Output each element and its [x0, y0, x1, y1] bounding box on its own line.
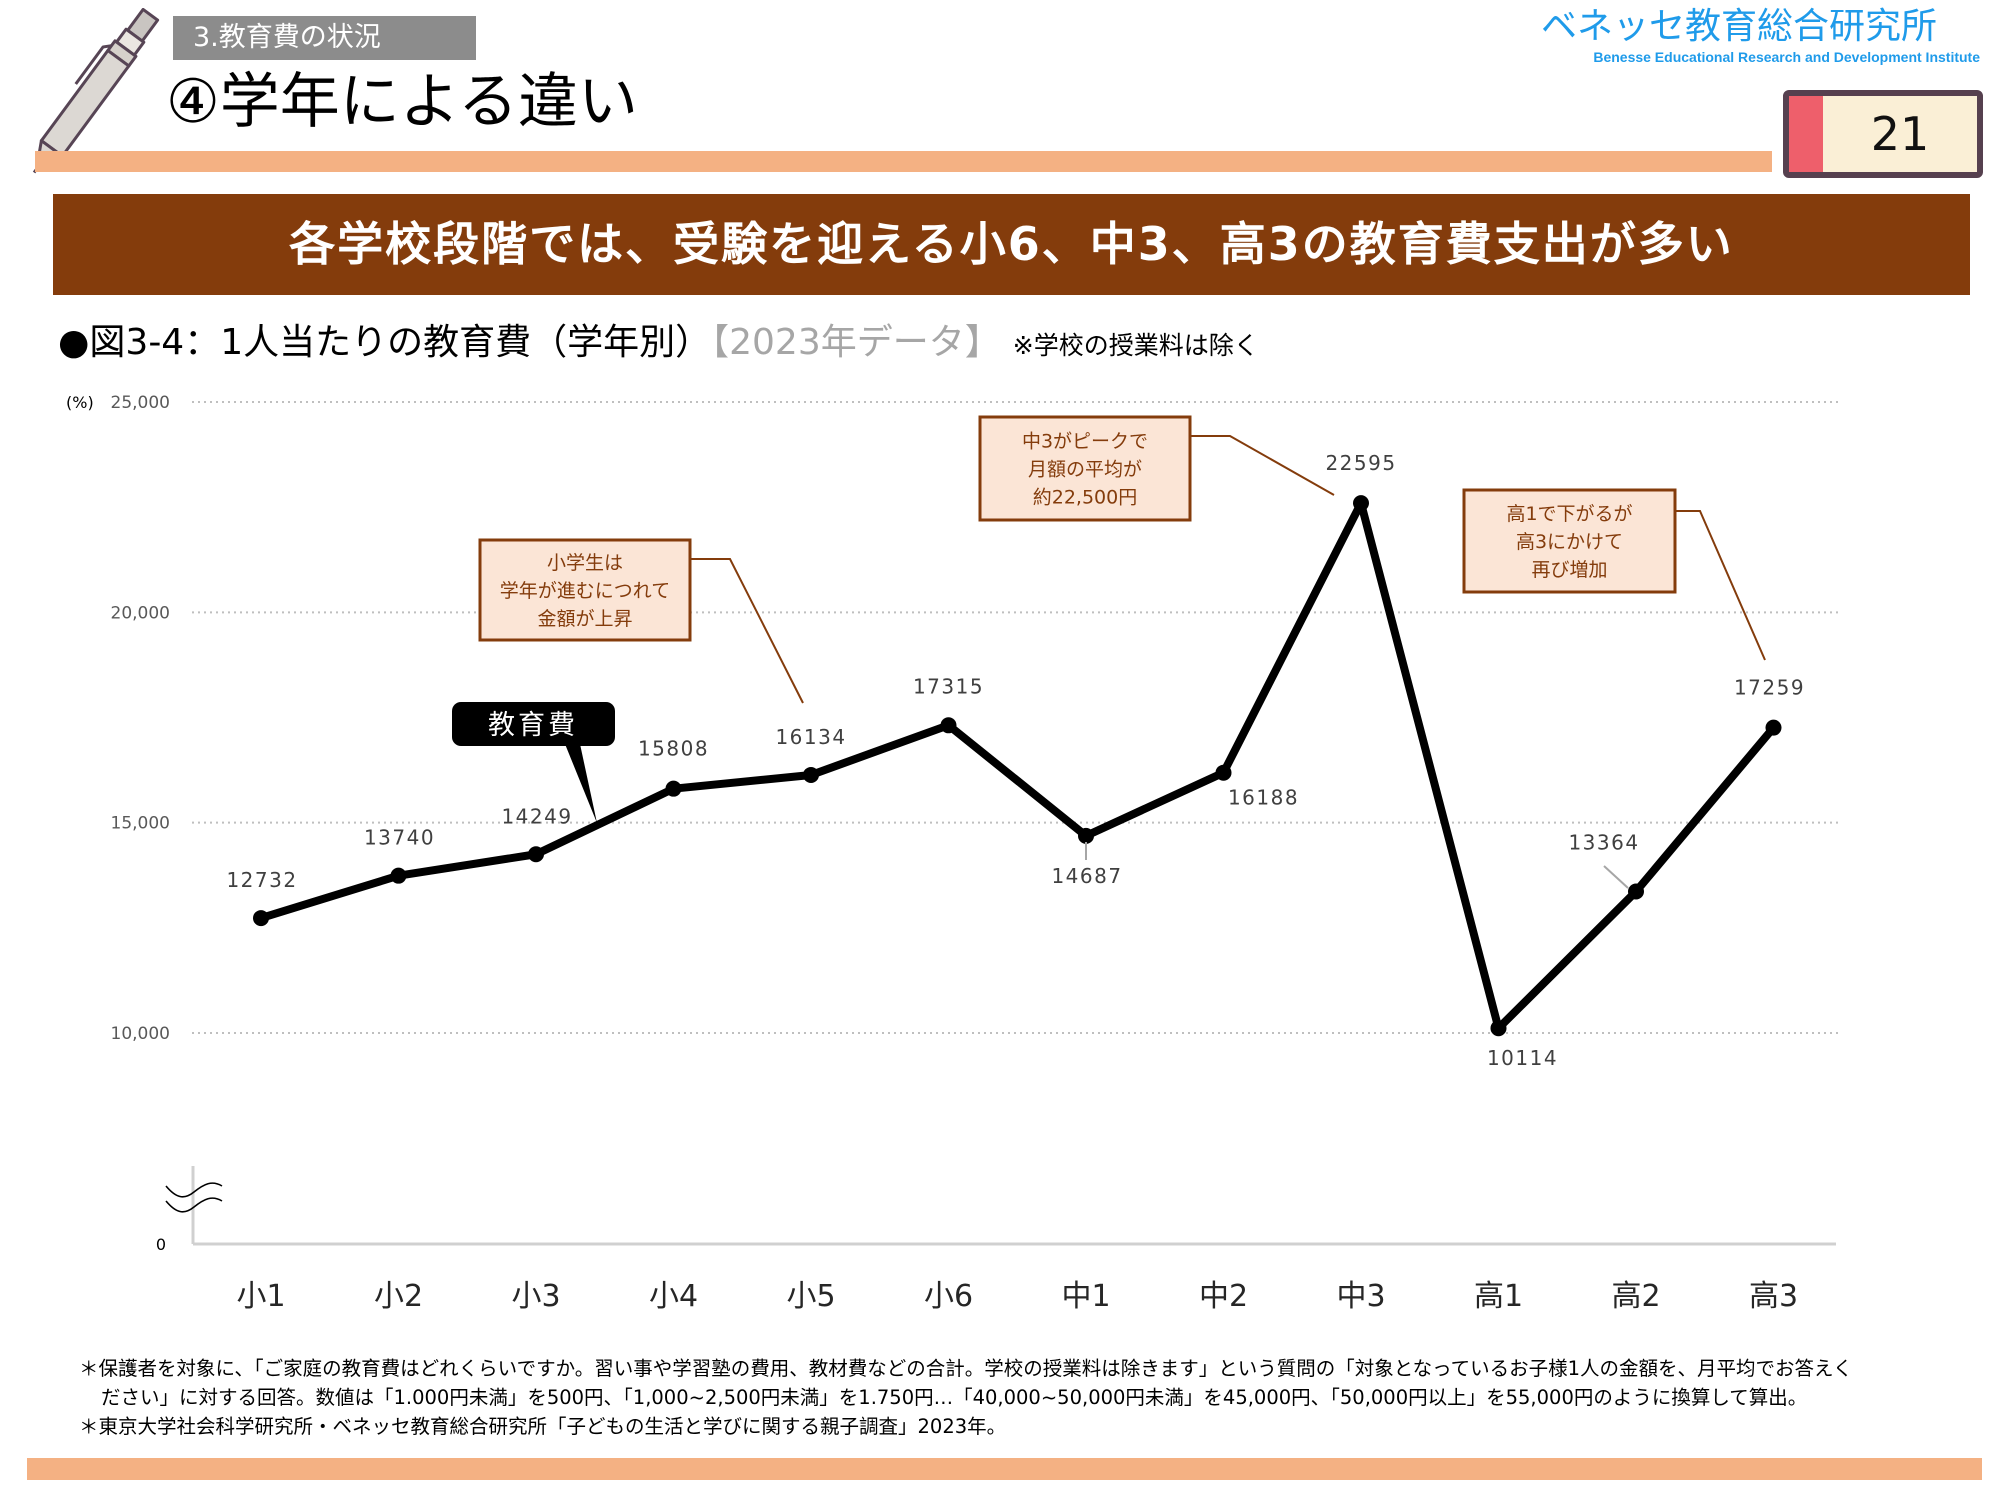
- annotation-text: 学年が進むにつれて: [500, 580, 670, 602]
- x-tick-label: 小4: [649, 1279, 698, 1314]
- data-label: 10114: [1487, 1046, 1558, 1070]
- y-axis-unit-label: (%): [66, 393, 94, 412]
- axis-break-mark: [165, 1197, 223, 1213]
- data-point: [1353, 495, 1369, 512]
- x-tick-label: 中2: [1199, 1279, 1248, 1314]
- headline-banner: 各学校段階では、受験を迎える小6、中3、高3の教育費支出が多い: [53, 194, 1970, 295]
- annotation-leader-line: [1675, 510, 1766, 661]
- data-point: [1215, 764, 1232, 781]
- logo-japanese: ベネッセ教育総合研究所: [1540, 6, 1937, 47]
- data-label-leader: [1603, 865, 1629, 889]
- data-label: 17315: [913, 674, 984, 698]
- annotation-text: 再び増加: [1531, 559, 1607, 581]
- x-tick-label: 中1: [1061, 1279, 1110, 1314]
- annotation-text: 中3がピークで: [1022, 431, 1148, 453]
- data-point: [528, 846, 544, 863]
- data-point: [665, 780, 682, 797]
- x-tick-label: 中3: [1336, 1279, 1385, 1314]
- header-divider-bar: [35, 151, 1772, 172]
- data-point: [253, 910, 269, 927]
- data-label: 14249: [501, 804, 572, 828]
- annotation-text: 約22,500円: [1033, 487, 1137, 509]
- annotation-text: 高1で下がるが: [1506, 503, 1632, 525]
- data-label: 15808: [638, 737, 709, 761]
- x-tick-label: 小5: [786, 1279, 835, 1314]
- footer-divider-bar: [27, 1458, 1982, 1480]
- data-label: 13740: [364, 826, 435, 850]
- data-point: [390, 867, 407, 884]
- axis-break-mark: [165, 1182, 223, 1198]
- series-label: 教育費: [488, 710, 578, 741]
- y-tick-label: 10,000: [111, 1024, 170, 1044]
- y-tick-label: 25,000: [111, 393, 170, 413]
- logo-english: Benesse Educational Research and Develop…: [1593, 49, 1980, 65]
- series-label-box: [452, 702, 615, 746]
- x-tick-label: 高2: [1611, 1279, 1660, 1314]
- data-label: 16188: [1228, 786, 1299, 810]
- footnote-line: ＊東京大学社会科学研究所・ベネッセ教育総合研究所「子どもの生活と学びに関する親子…: [79, 1415, 1007, 1438]
- figure-caption: ●図3-4：1人当たりの教育費（学年別）【2023年データ】 ※学校の授業料は除く: [58, 318, 1259, 374]
- data-point: [1078, 827, 1094, 844]
- data-point: [940, 717, 957, 734]
- annotation-box: [978, 415, 1192, 522]
- x-tick-label: 小6: [924, 1279, 973, 1314]
- footnotes: ＊保護者を対象に、「ご家庭の教育費はどれくらいですか。習い事や学習塾の費用、教材…: [79, 1354, 1852, 1441]
- y-tick-label: 0: [156, 1235, 166, 1254]
- data-point: [1628, 883, 1644, 900]
- figure-title: ●図3-4：1人当たりの教育費（学年別）: [58, 322, 712, 363]
- data-point: [1765, 719, 1782, 736]
- footnote-line: ださい」に対する回答。数値は「1.000円未満」を500円、「1,000~2,5…: [101, 1386, 1808, 1409]
- annotation-text: 金額が上昇: [537, 608, 632, 630]
- x-tick-label: 小1: [236, 1279, 285, 1314]
- page-number: 21: [1823, 96, 1977, 172]
- annotation-text: 高3にかけて: [1516, 531, 1623, 553]
- data-label: 12732: [226, 868, 297, 892]
- x-tick-label: 小2: [374, 1279, 423, 1314]
- annotation-text: 月額の平均が: [1028, 459, 1142, 481]
- x-tick-label: 高1: [1474, 1279, 1523, 1314]
- figure-year-tag: 【2023年データ】: [711, 322, 1001, 363]
- page-title: ④学年による違い: [166, 67, 638, 137]
- annotation-leader-line: [1190, 435, 1335, 496]
- data-point: [803, 766, 819, 783]
- section-label: 3.教育費の状況: [173, 16, 476, 60]
- data-point: [1490, 1020, 1507, 1037]
- footnote-line: ＊保護者を対象に、「ご家庭の教育費はどれくらいですか。習い事や学習塾の費用、教材…: [79, 1357, 1853, 1380]
- badge-stripe: [1789, 96, 1823, 172]
- annotation-leader-line: [690, 558, 804, 704]
- series-line: [257, 499, 1778, 1033]
- data-label: 13364: [1568, 830, 1639, 854]
- series-label-pointer: [565, 744, 597, 823]
- data-label: 22595: [1325, 451, 1396, 475]
- annotation-text: 小学生は: [547, 552, 623, 574]
- y-tick-label: 20,000: [111, 603, 170, 623]
- series-label-callout: 教育費: [452, 702, 615, 823]
- page-number-badge: 21: [1783, 90, 1983, 178]
- y-tick-label: 15,000: [111, 814, 170, 834]
- annotation-box: [1462, 488, 1677, 594]
- figure-note: ※学校の授業料は除く: [1012, 331, 1259, 360]
- data-label: 16134: [775, 725, 846, 749]
- data-label: 14687: [1051, 864, 1122, 888]
- annotation-box: [478, 538, 692, 642]
- data-label: 17259: [1734, 676, 1805, 700]
- x-tick-label: 高3: [1749, 1279, 1798, 1314]
- x-tick-label: 小3: [511, 1279, 560, 1314]
